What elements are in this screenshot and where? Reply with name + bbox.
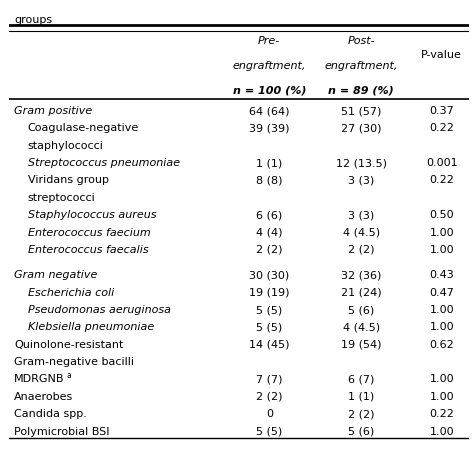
Text: 0.22: 0.22 — [429, 123, 454, 133]
Text: 5 (5): 5 (5) — [256, 425, 283, 436]
Text: 5 (6): 5 (6) — [348, 304, 374, 314]
Text: 64 (64): 64 (64) — [249, 106, 290, 116]
Text: 1 (1): 1 (1) — [348, 391, 374, 401]
Text: 0.43: 0.43 — [429, 270, 454, 280]
Text: MDRGNB: MDRGNB — [14, 374, 64, 384]
Text: 1 (1): 1 (1) — [256, 158, 283, 168]
Text: 27 (30): 27 (30) — [341, 123, 382, 133]
Text: 1.00: 1.00 — [429, 322, 454, 332]
Text: streptococci: streptococci — [28, 192, 96, 202]
Text: 5 (5): 5 (5) — [256, 322, 283, 332]
Text: Streptococcus pneumoniae: Streptococcus pneumoniae — [28, 158, 180, 168]
Text: 1.00: 1.00 — [429, 244, 454, 254]
Text: 39 (39): 39 (39) — [249, 123, 290, 133]
Text: Polymicrobial BSI: Polymicrobial BSI — [14, 425, 109, 436]
Text: 2 (2): 2 (2) — [256, 391, 283, 401]
Text: n = 89 (%): n = 89 (%) — [328, 85, 394, 95]
Text: 6 (7): 6 (7) — [348, 374, 374, 384]
Text: 7 (7): 7 (7) — [256, 374, 283, 384]
Text: 6 (6): 6 (6) — [256, 210, 283, 220]
Text: 14 (45): 14 (45) — [249, 339, 290, 349]
Text: 3 (3): 3 (3) — [348, 175, 374, 185]
Text: 4 (4.5): 4 (4.5) — [343, 227, 380, 237]
Text: 1.00: 1.00 — [429, 425, 454, 436]
Text: 4 (4): 4 (4) — [256, 227, 283, 237]
Text: engraftment,: engraftment, — [233, 61, 306, 71]
Text: Escherichia coli: Escherichia coli — [28, 287, 114, 297]
Text: Gram positive: Gram positive — [14, 106, 92, 116]
Text: a: a — [67, 370, 72, 379]
Text: Candida spp.: Candida spp. — [14, 409, 87, 418]
Text: 0.62: 0.62 — [429, 339, 454, 349]
Text: Quinolone-resistant: Quinolone-resistant — [14, 339, 123, 349]
Text: 8 (8): 8 (8) — [256, 175, 283, 185]
Text: 2 (2): 2 (2) — [256, 244, 283, 254]
Text: 51 (57): 51 (57) — [341, 106, 382, 116]
Text: 5 (6): 5 (6) — [348, 425, 374, 436]
Text: 2 (2): 2 (2) — [348, 244, 374, 254]
Text: 2 (2): 2 (2) — [348, 409, 374, 418]
Text: n = 100 (%): n = 100 (%) — [233, 85, 306, 95]
Text: 0.37: 0.37 — [429, 106, 454, 116]
Text: Coagulase-negative: Coagulase-negative — [28, 123, 139, 133]
Text: Enterococcus faecalis: Enterococcus faecalis — [28, 244, 148, 254]
Text: 12 (13.5): 12 (13.5) — [336, 158, 387, 168]
Text: Viridans group: Viridans group — [28, 175, 109, 185]
Text: Klebsiella pneumoniae: Klebsiella pneumoniae — [28, 322, 154, 332]
Text: 0.001: 0.001 — [426, 158, 457, 168]
Text: Staphylococcus aureus: Staphylococcus aureus — [28, 210, 156, 220]
Text: 5 (5): 5 (5) — [256, 304, 283, 314]
Text: Gram-negative bacilli: Gram-negative bacilli — [14, 356, 134, 366]
Text: 0: 0 — [266, 409, 273, 418]
Text: 21 (24): 21 (24) — [341, 287, 382, 297]
Text: 32 (36): 32 (36) — [341, 270, 382, 280]
Text: 1.00: 1.00 — [429, 391, 454, 401]
Text: 19 (54): 19 (54) — [341, 339, 382, 349]
Text: Gram negative: Gram negative — [14, 270, 98, 280]
Text: 0.22: 0.22 — [429, 409, 454, 418]
Text: groups: groups — [14, 15, 52, 24]
Text: 19 (19): 19 (19) — [249, 287, 290, 297]
Text: staphylococci: staphylococci — [28, 140, 104, 151]
Text: 0.47: 0.47 — [429, 287, 454, 297]
Text: 1.00: 1.00 — [429, 227, 454, 237]
Text: Enterococcus faecium: Enterococcus faecium — [28, 227, 151, 237]
Text: engraftment,: engraftment, — [325, 61, 398, 71]
Text: 1.00: 1.00 — [429, 374, 454, 384]
Text: 30 (30): 30 (30) — [249, 270, 290, 280]
Text: 3 (3): 3 (3) — [348, 210, 374, 220]
Text: Pre-: Pre- — [258, 36, 281, 46]
Text: 4 (4.5): 4 (4.5) — [343, 322, 380, 332]
Text: P-value: P-value — [421, 50, 462, 60]
Text: Pseudomonas aeruginosa: Pseudomonas aeruginosa — [28, 304, 171, 314]
Text: 1.00: 1.00 — [429, 304, 454, 314]
Text: Post-: Post- — [347, 36, 375, 46]
Text: 0.50: 0.50 — [429, 210, 454, 220]
Text: 0.22: 0.22 — [429, 175, 454, 185]
Text: Anaerobes: Anaerobes — [14, 391, 73, 401]
